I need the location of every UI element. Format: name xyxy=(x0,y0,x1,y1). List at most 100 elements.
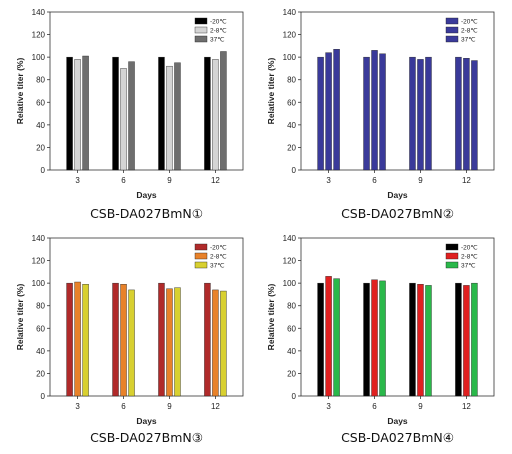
y-tick-label: 120 xyxy=(283,31,297,40)
bar--20℃-day-6 xyxy=(363,56,370,171)
plot-frame xyxy=(300,11,495,171)
legend-label: 2-8℃ xyxy=(461,254,478,261)
bar-37℃-day-9 xyxy=(174,62,181,171)
y-tick-label: 140 xyxy=(283,234,297,243)
bar-2-8℃-day-9 xyxy=(166,288,173,397)
x-tick-label: 3 xyxy=(75,402,80,411)
bar-2-8℃-day-6 xyxy=(371,50,378,171)
x-axis-label: Days xyxy=(387,190,408,200)
y-tick-label: 0 xyxy=(292,392,297,401)
y-tick-label: 120 xyxy=(283,257,297,266)
y-axis-label: Relative titer (%) xyxy=(266,58,276,125)
legend-swatch xyxy=(445,26,459,34)
bar-2-8℃-day-3 xyxy=(325,52,332,171)
legend-swatch xyxy=(445,243,459,251)
x-tick-label: 6 xyxy=(372,402,377,411)
legend-label: -20℃ xyxy=(210,245,227,252)
legend-swatch xyxy=(194,252,208,260)
plot-frame xyxy=(49,237,244,397)
bar-2-8℃-day-12 xyxy=(212,289,219,397)
x-tick-label: 12 xyxy=(462,176,471,185)
legend-swatch xyxy=(445,35,459,43)
bar--20℃-day-3 xyxy=(66,282,73,397)
plot-frame xyxy=(49,11,244,171)
plot-frame xyxy=(300,237,495,397)
chart-panel-3: 0 20 40 60 80 100 120 140 Relative titer (%) 3 6 9 1… xyxy=(15,234,244,445)
legend-swatch xyxy=(445,261,459,269)
bar-2-8℃-day-3 xyxy=(74,59,81,171)
chart-panel-1: 0 20 40 60 80 100 120 140 Relative titer (%) 3 6 9 1… xyxy=(15,8,244,221)
y-axis-label: Relative titer (%) xyxy=(15,58,25,125)
bar--20℃-day-3 xyxy=(317,282,324,397)
y-tick-label: 0 xyxy=(292,166,297,175)
panel-caption: CSB-DA027BmN④ xyxy=(341,430,454,445)
panel-caption: CSB-DA027BmN① xyxy=(90,206,203,221)
bar-37℃-day-9 xyxy=(425,285,432,397)
panel-caption: CSB-DA027BmN② xyxy=(341,206,454,221)
x-axis-label: Days xyxy=(136,190,157,200)
y-tick-label: 20 xyxy=(287,369,296,378)
y-tick-label: 40 xyxy=(36,347,45,356)
y-tick-label: 80 xyxy=(36,302,45,311)
y-tick-label: 120 xyxy=(32,31,46,40)
legend-swatch xyxy=(194,261,208,269)
bar-37℃-day-6 xyxy=(128,289,135,397)
bar--20℃-day-9 xyxy=(158,56,165,171)
legend-label: 37℃ xyxy=(461,37,476,44)
bar-37℃-day-3 xyxy=(333,278,340,397)
bar-2-8℃-day-6 xyxy=(120,68,127,171)
bar--20℃-day-9 xyxy=(409,56,416,171)
y-tick-label: 20 xyxy=(287,143,296,152)
y-tick-label: 80 xyxy=(287,302,296,311)
chart-panel-4: 0 20 40 60 80 100 120 140 Relative titer (%) 3 6 9 1… xyxy=(266,234,495,445)
x-tick-label: 3 xyxy=(326,176,331,185)
x-axis-label: Days xyxy=(136,416,157,426)
legend-swatch xyxy=(194,243,208,251)
bar-37℃-day-12 xyxy=(471,282,478,397)
x-tick-label: 9 xyxy=(418,176,423,185)
bar-37℃-day-12 xyxy=(220,290,227,397)
y-tick-label: 100 xyxy=(32,279,46,288)
legend-label: 37℃ xyxy=(210,263,225,270)
y-tick-label: 140 xyxy=(32,8,46,17)
bar-2-8℃-day-6 xyxy=(120,284,127,397)
bar--20℃-day-12 xyxy=(204,56,211,171)
legend-label: -20℃ xyxy=(461,245,478,252)
y-tick-label: 80 xyxy=(287,76,296,85)
bar-2-8℃-day-12 xyxy=(212,59,219,171)
x-tick-label: 6 xyxy=(121,402,126,411)
bar--20℃-day-3 xyxy=(317,56,324,171)
y-tick-label: 60 xyxy=(287,98,296,107)
x-tick-label: 9 xyxy=(167,402,172,411)
y-tick-label: 40 xyxy=(287,347,296,356)
y-tick-label: 20 xyxy=(36,369,45,378)
x-axis-label: Days xyxy=(387,416,408,426)
bar-37℃-day-9 xyxy=(425,56,432,171)
bar-37℃-day-6 xyxy=(379,280,386,397)
bar--20℃-day-9 xyxy=(158,282,165,397)
x-tick-label: 12 xyxy=(462,402,471,411)
bar-37℃-day-3 xyxy=(82,284,89,397)
legend-label: 2-8℃ xyxy=(210,254,227,261)
bar--20℃-day-9 xyxy=(409,282,416,397)
legend-label: 37℃ xyxy=(210,37,225,44)
bar--20℃-day-12 xyxy=(455,56,462,171)
y-tick-label: 60 xyxy=(36,98,45,107)
y-tick-label: 40 xyxy=(36,121,45,130)
x-tick-label: 12 xyxy=(211,402,220,411)
legend-label: -20℃ xyxy=(461,19,478,26)
bar-37℃-day-3 xyxy=(82,55,89,171)
y-tick-label: 100 xyxy=(283,279,297,288)
legend-label: -20℃ xyxy=(210,19,227,26)
y-tick-label: 100 xyxy=(32,53,46,62)
bar-2-8℃-day-3 xyxy=(325,276,332,397)
y-axis-label: Relative titer (%) xyxy=(15,284,25,351)
bar--20℃-day-6 xyxy=(112,282,119,397)
y-tick-label: 140 xyxy=(283,8,297,17)
legend-label: 37℃ xyxy=(461,263,476,270)
bar--20℃-day-3 xyxy=(66,56,73,171)
y-tick-label: 100 xyxy=(283,53,297,62)
legend-swatch xyxy=(194,17,208,25)
legend-label: 2-8℃ xyxy=(210,28,227,35)
